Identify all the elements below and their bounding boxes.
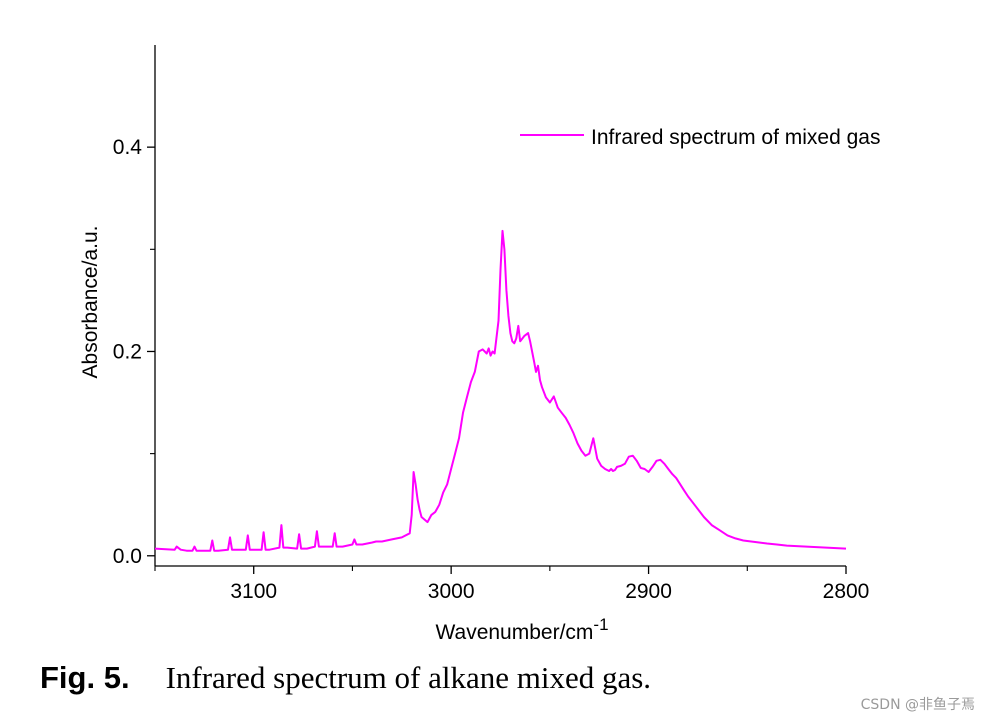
x-tick-label: 3100 (230, 580, 277, 603)
caption-label: Fig. 5. (40, 660, 130, 695)
watermark: CSDN @非鱼子焉 (860, 697, 975, 713)
axes (154, 45, 846, 567)
y-tick-label: 0.2 (113, 340, 142, 363)
legend-label: Infrared spectrum of mixed gas (591, 126, 880, 149)
x-tick-label: 2900 (625, 580, 672, 603)
y-tick-label: 0.0 (113, 545, 142, 568)
x-tick-label: 3000 (428, 580, 475, 603)
x-axis-label-superscript: -1 (593, 615, 608, 634)
x-tick-label: 2800 (823, 580, 870, 603)
caption-text: Infrared spectrum of alkane mixed gas. (165, 660, 652, 695)
series-line-infrared-spectrum (154, 229, 847, 552)
axis-ticks: 3100 3000 2900 2800 0.0 0.2 0.4 (113, 136, 870, 603)
y-tick-label: 0.4 (113, 136, 143, 159)
x-axis-label-base: Wavenumber/cm (435, 621, 593, 644)
figure-caption: Fig. 5. Infrared spectrum of alkane mixed… (40, 660, 651, 696)
legend: Infrared spectrum of mixed gas (520, 126, 880, 149)
y-axis-label: Absorbance/a.u. (79, 226, 102, 379)
x-axis-label: Wavenumber/cm-1 (435, 615, 608, 644)
